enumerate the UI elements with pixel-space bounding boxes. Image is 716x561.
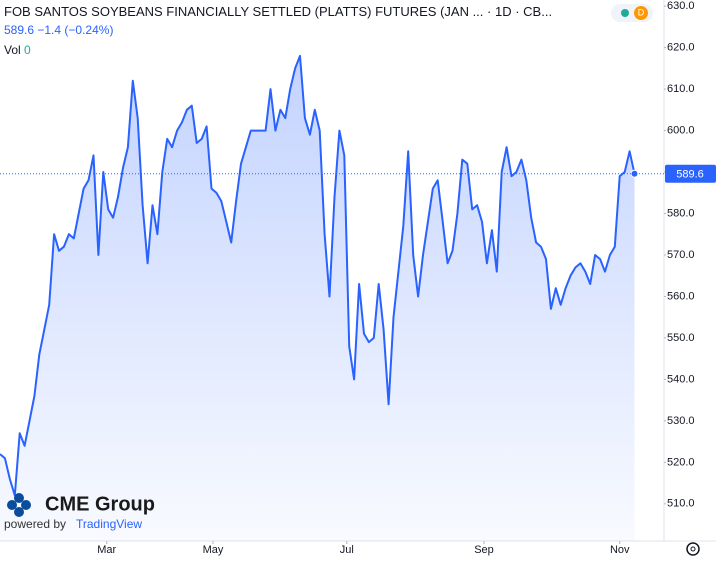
y-tick-label: 540.0 bbox=[667, 373, 695, 385]
last-price-label: 589.6 bbox=[676, 169, 704, 181]
x-tick-label: Mar bbox=[97, 544, 116, 556]
x-tick-label: Sep bbox=[474, 544, 494, 556]
y-tick-label: 620.0 bbox=[667, 42, 695, 54]
y-tick-label: 510.0 bbox=[667, 498, 695, 510]
interval: 1D bbox=[494, 4, 512, 19]
y-tick-label: 600.0 bbox=[667, 124, 695, 136]
settings-icon[interactable] bbox=[686, 542, 700, 556]
badge-label: D bbox=[638, 7, 645, 17]
y-tick-label: 520.0 bbox=[667, 456, 695, 468]
y-tick-label: 610.0 bbox=[667, 83, 695, 95]
platform: TradingView bbox=[76, 517, 142, 531]
header: FOB SANTOS SOYBEANS FINANCIALLY SETTLED … bbox=[4, 4, 553, 57]
last-price-box bbox=[665, 164, 716, 183]
x-tick-label: Nov bbox=[610, 544, 630, 556]
price-line bbox=[0, 54, 636, 497]
badge[interactable]: D bbox=[611, 4, 653, 22]
volume: 0 bbox=[24, 43, 31, 57]
exchange: CB... bbox=[523, 4, 553, 19]
y-tick-label: 570.0 bbox=[667, 249, 695, 261]
change-percent: (−0.24%) bbox=[64, 23, 114, 37]
y-tick-label: 530.0 bbox=[667, 415, 695, 427]
last-price: 589.6 bbox=[4, 23, 35, 37]
y-tick-label: 580.0 bbox=[667, 207, 695, 219]
x-tick-label: May bbox=[203, 544, 224, 556]
title: FOB SANTOS SOYBEANS FINANCIALLY SETTLED … bbox=[4, 4, 484, 19]
cme-logo bbox=[7, 493, 31, 517]
area bbox=[0, 55, 635, 542]
brand: CME Group bbox=[45, 493, 155, 515]
y-tick-label: 550.0 bbox=[667, 332, 695, 344]
y-tick-label: 630.0 bbox=[667, 0, 695, 12]
y-tick-label: 560.0 bbox=[667, 290, 695, 302]
volume-label: Vol bbox=[4, 43, 21, 57]
change: −1.4 bbox=[37, 23, 62, 37]
powered-by: powered by bbox=[4, 517, 66, 531]
x-tick-label: Jul bbox=[340, 544, 354, 556]
